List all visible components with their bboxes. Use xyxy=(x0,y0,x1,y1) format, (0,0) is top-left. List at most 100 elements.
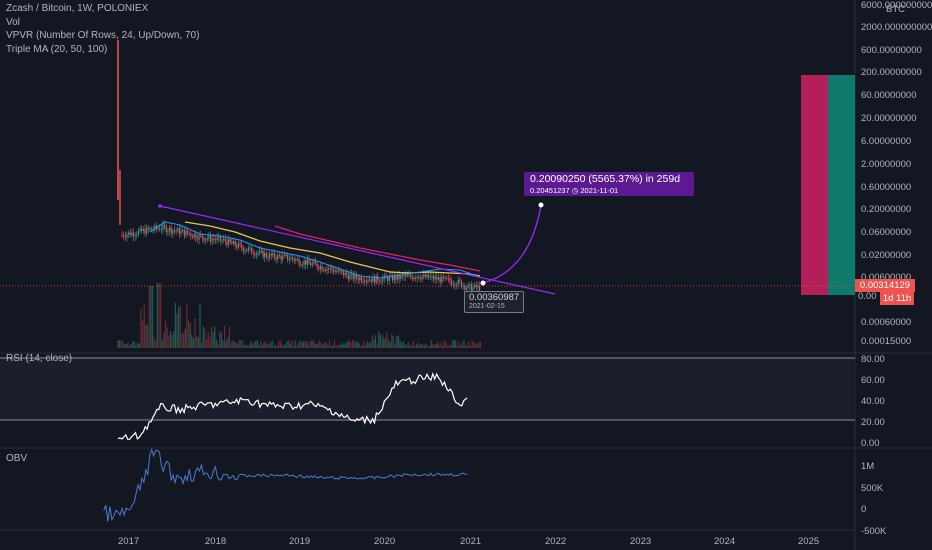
volume-bar xyxy=(284,344,286,348)
price-candle xyxy=(172,230,174,234)
volume-bar xyxy=(297,342,299,348)
volume-bar xyxy=(412,340,414,348)
price-candle xyxy=(428,274,430,278)
obv-axis[interactable]: 1M 500K 0 -500K xyxy=(861,461,887,537)
volume-bar xyxy=(171,334,173,348)
price-axis-label: 0.20000000 xyxy=(861,204,911,215)
price-candle xyxy=(231,241,233,244)
volume-bar xyxy=(122,341,124,348)
volume-bar xyxy=(355,341,357,348)
long-position-zone[interactable] xyxy=(828,75,855,295)
price-candle xyxy=(437,277,440,280)
price-candle xyxy=(439,277,441,283)
volume-bar xyxy=(155,341,157,348)
volume-bar xyxy=(432,343,434,348)
price-candle xyxy=(195,234,197,239)
symbol-title[interactable]: Zcash / Bitcoin, 1W, POLONIEX xyxy=(6,3,149,14)
price-candle xyxy=(398,274,400,279)
vpvr-indicator-label[interactable]: VPVR (Number Of Rows, 24, Up/Down, 70) xyxy=(6,30,200,41)
volume-bar xyxy=(224,325,226,348)
price-candle xyxy=(408,274,410,276)
price-candle xyxy=(131,232,133,236)
volume-bar xyxy=(268,343,270,348)
volume-bar xyxy=(450,344,452,348)
ma-slow-line xyxy=(274,225,481,272)
price-candle xyxy=(344,272,346,276)
price-candle xyxy=(303,260,305,265)
price-candle xyxy=(209,235,212,242)
price-candle xyxy=(321,266,323,270)
volume-bar xyxy=(125,343,127,348)
volume-bar xyxy=(422,344,424,348)
volume-bar xyxy=(445,342,447,348)
price-candle xyxy=(244,250,246,252)
rsi-pane-title[interactable]: RSI (14, close) xyxy=(6,353,73,364)
price-candle xyxy=(262,250,264,258)
volume-bar xyxy=(166,327,168,348)
price-candle xyxy=(446,277,448,279)
low-price-marker[interactable]: 0.00360987 2021-02-15 xyxy=(464,291,524,313)
price-candle xyxy=(127,232,130,235)
volume-bar xyxy=(161,340,163,348)
ma-mid-line xyxy=(184,221,481,277)
obv-axis-label: -500K xyxy=(861,526,887,537)
time-axis[interactable]: 2017 2018 2019 2020 2021 2022 2023 2024 2025 xyxy=(118,536,819,547)
price-candle xyxy=(454,284,456,286)
descending-trendline[interactable] xyxy=(159,205,556,295)
price-candle xyxy=(477,285,479,288)
volume-bar xyxy=(173,331,175,348)
projection-start-point[interactable] xyxy=(480,280,486,286)
volume-bar xyxy=(176,313,178,348)
volume-bar xyxy=(204,328,206,348)
price-candle xyxy=(214,239,217,241)
projection-target-point[interactable] xyxy=(538,202,544,208)
price-candle xyxy=(223,238,225,240)
price-axis-label: 0.00060000 xyxy=(861,317,911,328)
volume-bar xyxy=(320,343,322,348)
volume-bar xyxy=(191,334,193,348)
price-candle xyxy=(228,239,230,245)
volume-bar xyxy=(466,344,468,348)
obv-pane-title[interactable]: OBV xyxy=(6,453,28,464)
volume-bar xyxy=(291,340,293,348)
volume-bar xyxy=(391,333,393,348)
volume-bars xyxy=(117,283,482,348)
price-candle xyxy=(236,245,238,248)
price-axis-label: 600.00000000 xyxy=(861,45,922,56)
price-candle xyxy=(157,228,159,230)
price-candle xyxy=(134,235,136,237)
projection-callout[interactable]: 0.20090250 (5565.37%) in 259d 0.20451237… xyxy=(524,172,694,196)
short-position-zone[interactable] xyxy=(801,75,828,295)
volume-bar xyxy=(315,343,318,348)
volume-bar xyxy=(392,336,395,348)
volume-bar xyxy=(260,341,262,348)
volume-bar xyxy=(142,320,144,348)
price-candle xyxy=(313,261,315,264)
volume-bar xyxy=(287,340,290,348)
volume-bar xyxy=(261,345,263,348)
triple-ma-indicator-label[interactable]: Triple MA (20, 50, 100) xyxy=(6,43,108,55)
vol-indicator-label[interactable]: Vol xyxy=(6,16,20,28)
volume-bar xyxy=(350,342,352,348)
price-candle xyxy=(364,281,366,283)
trendline-anchor[interactable] xyxy=(158,204,162,208)
volume-bar xyxy=(251,343,254,348)
rsi-axis[interactable]: 80.00 60.00 40.00 20.00 0.00 xyxy=(861,354,885,449)
price-candle xyxy=(200,234,202,236)
volume-bar xyxy=(451,340,454,348)
price-candle xyxy=(246,250,248,252)
volume-bar xyxy=(429,345,431,348)
price-candle xyxy=(198,234,200,240)
time-axis-label: 2017 xyxy=(118,536,139,547)
price-axis[interactable]: 6000.000000000 2000.000000000 600.00000000… xyxy=(861,0,932,347)
price-candle xyxy=(182,229,184,231)
price-candle xyxy=(277,255,279,260)
volume-bar xyxy=(415,344,418,348)
price-candle xyxy=(367,280,369,282)
volume-bar xyxy=(230,341,232,348)
volume-bar xyxy=(368,343,370,348)
price-candle xyxy=(311,263,313,266)
volume-bar xyxy=(138,343,140,348)
projection-curve[interactable] xyxy=(482,204,542,284)
